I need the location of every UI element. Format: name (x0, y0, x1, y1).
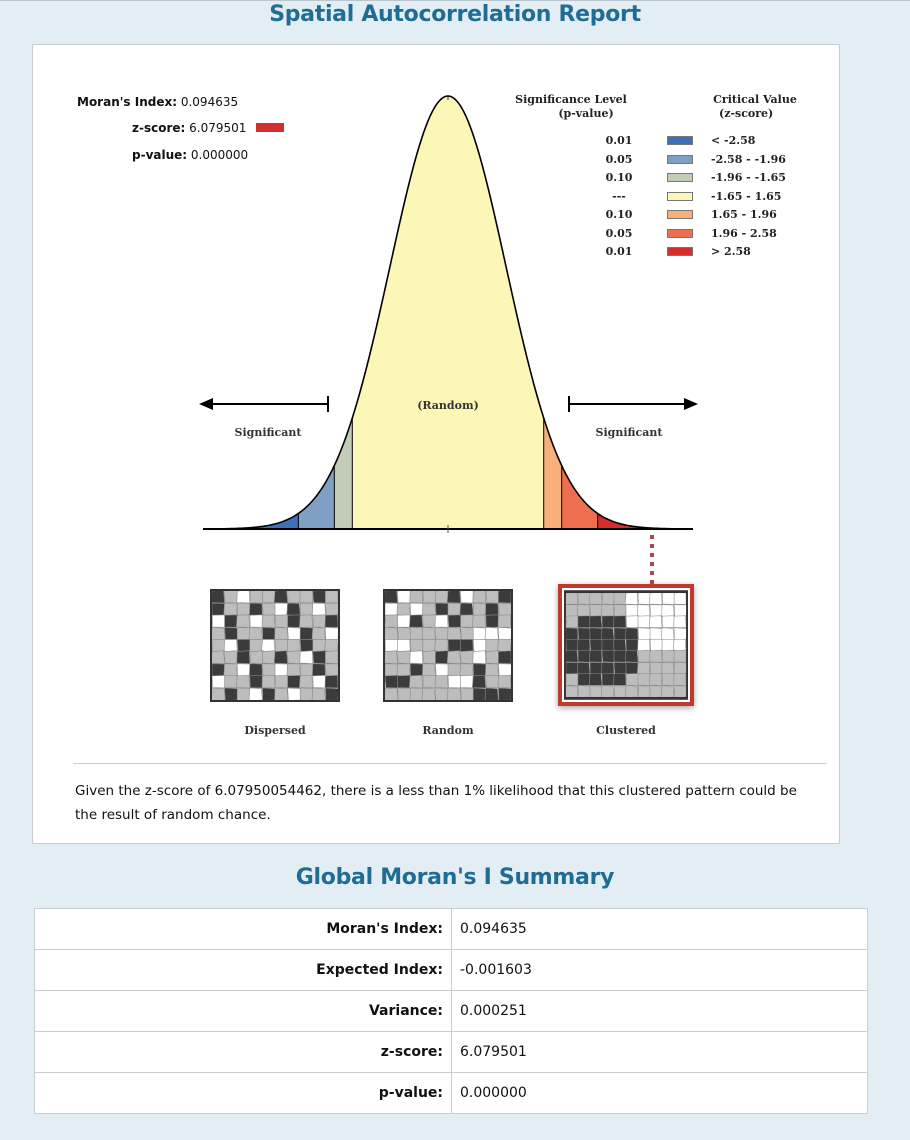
stat-p-value: p-value: 0.000000 (132, 148, 248, 162)
legend-pvalue: 0.01 (605, 245, 633, 258)
divider (73, 763, 827, 764)
curve-band (334, 418, 353, 529)
legend-critical-range: 1.96 - 2.58 (711, 226, 777, 240)
right-significance-arrow (568, 396, 698, 412)
table-row: z-score: 6.079501 (34, 1031, 868, 1073)
summary-label: Moran's Index: (34, 908, 452, 950)
legend-pvalue: 0.01 (605, 134, 633, 147)
summary-label: p-value: (34, 1072, 452, 1114)
table-row: Expected Index: -0.001603 (34, 949, 868, 991)
clustered-highlight-frame (558, 584, 694, 706)
legend-pvalue: --- (612, 189, 626, 203)
summary-title: Global Moran's I Summary (295, 865, 615, 890)
legend-pvalue: 0.10 (605, 208, 633, 221)
dispersed-pattern-thumbnail (210, 589, 340, 702)
summary-value: 0.000251 (451, 990, 868, 1032)
top-border (0, 0, 910, 1)
summary-value: -0.001603 (451, 949, 868, 991)
legend-color-swatch (667, 154, 693, 164)
summary-label: Variance: (34, 990, 452, 1032)
stat-morans-index: Moran's Index: 0.094635 (77, 95, 238, 109)
stat-label: Moran's Index: (77, 95, 178, 109)
curve-segments (204, 96, 692, 529)
summary-value: 0.094635 (451, 908, 868, 950)
summary-label: z-score: (34, 1031, 452, 1073)
legend-color-swatch (667, 191, 693, 201)
legend-critical-range: 1.65 - 1.96 (711, 208, 777, 221)
stat-label: p-value: (132, 148, 188, 162)
normal-distribution-curve (199, 95, 698, 585)
random-label: (Random) (417, 399, 479, 412)
clustered-label: Clustered (596, 724, 656, 737)
legend-critical-range: > 2.58 (711, 245, 751, 258)
legend-critical-range: -2.58 - -1.96 (711, 152, 786, 166)
random-pattern-thumbnail (383, 589, 513, 702)
stat-z-score: z-score: 6.079501 (132, 121, 285, 135)
stat-value: 6.079501 (189, 121, 247, 135)
summary-value: 0.000000 (451, 1072, 868, 1114)
table-row: Moran's Index: 0.094635 (34, 908, 868, 950)
summary-label: Expected Index: (34, 949, 452, 991)
z-score-color-swatch (256, 123, 285, 132)
clustered-pattern-thumbnail (564, 590, 688, 700)
legend-pvalue: 0.05 (605, 152, 633, 166)
legend-color-swatch (667, 210, 693, 219)
stat-label: z-score: (132, 121, 186, 135)
report-title: Spatial Autocorrelation Report (269, 2, 641, 27)
legend-critical-range: < -2.58 (711, 134, 756, 147)
legend-color-swatch (667, 247, 693, 256)
summary-value: 6.079501 (451, 1031, 868, 1073)
significant-right-label: Significant (595, 426, 663, 439)
report-panel: Moran's Index: 0.094635 z-score: 6.07950… (32, 44, 840, 844)
legend-critical-header: Critical Value (713, 93, 797, 106)
legend-color-swatch (667, 136, 693, 145)
legend-critical-range: -1.65 - 1.65 (711, 189, 782, 203)
legend-critical-subheader: (z-score) (719, 107, 774, 120)
random-pattern-label: Random (422, 724, 474, 737)
legend-critical-range: -1.96 - -1.65 (711, 171, 786, 184)
summary-table: Moran's Index: 0.094635 Expected Index: … (34, 908, 868, 1114)
legend-pvalue: 0.10 (605, 171, 633, 184)
legend-pvalue-subheader: (p-value) (558, 107, 614, 120)
curve-band (597, 513, 692, 529)
curve-band (204, 513, 299, 529)
curve-band (352, 96, 544, 529)
legend-color-swatch (667, 228, 693, 238)
stat-value: 0.000000 (190, 148, 249, 162)
stat-value: 0.094635 (180, 95, 239, 109)
significant-left-label: Significant (234, 426, 302, 439)
legend-pvalue: 0.05 (605, 226, 633, 240)
curve-band (543, 418, 562, 529)
left-significance-arrow (199, 396, 329, 412)
legend-color-swatch (667, 173, 693, 182)
table-row: p-value: 0.000000 (34, 1072, 868, 1114)
interpretation-text: Given the z-score of 6.07950054462, ther… (75, 783, 797, 823)
dispersed-label: Dispersed (244, 724, 306, 737)
table-row: Variance: 0.000251 (34, 990, 868, 1032)
legend-pvalue-header: Significance Level (515, 93, 627, 106)
